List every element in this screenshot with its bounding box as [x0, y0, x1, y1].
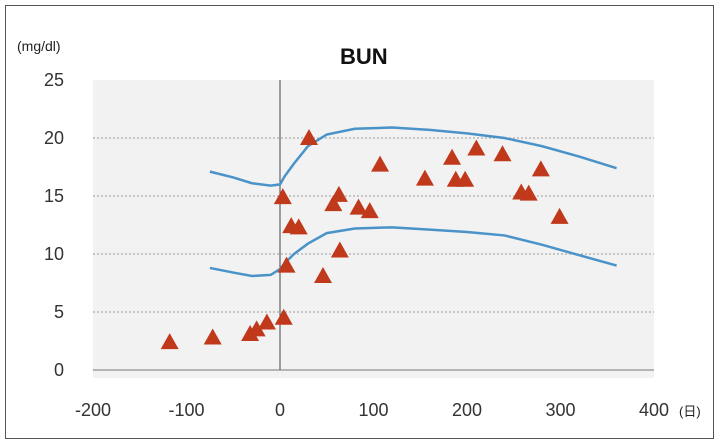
data-point-triangle	[467, 139, 486, 156]
y-axis-unit: (mg/dl)	[17, 38, 61, 54]
tick-labels: 0 5 10 15 20 25 -200 -100 0 100 200 300 400	[44, 70, 669, 420]
data-point-triangle	[203, 328, 222, 345]
lower-band-line	[209, 226, 617, 278]
chart-title: BUN	[340, 44, 388, 69]
data-point-triangle	[329, 185, 348, 202]
data-point-triangle	[550, 207, 569, 224]
x-tick-label: 300	[545, 400, 575, 420]
data-point-triangle	[277, 256, 296, 273]
y-tick-label: 0	[54, 360, 64, 380]
x-tick-label: 400	[639, 400, 669, 420]
data-point-triangle	[274, 308, 293, 325]
grid-lines	[93, 137, 654, 313]
data-point-triangle	[330, 241, 349, 258]
data-point-triangle	[531, 160, 550, 177]
y-tick-label: 25	[44, 70, 64, 90]
data-point-triangle	[299, 129, 318, 145]
data-point-triangle	[349, 198, 368, 215]
x-tick-label: 100	[358, 400, 388, 420]
data-point-triangle	[247, 320, 266, 337]
y-tick-label: 15	[44, 186, 64, 206]
data-point-triangle	[456, 170, 475, 187]
y-tick-label: 10	[44, 244, 64, 264]
data-point-triangle	[324, 195, 343, 212]
data-point-triangle	[493, 145, 512, 162]
data-point-triangle	[160, 333, 179, 350]
y-tick-label: 20	[44, 128, 64, 148]
data-point-triangle	[443, 148, 462, 165]
data-point-triangle	[415, 169, 434, 186]
data-point-triangle	[519, 184, 538, 201]
x-tick-label: -100	[168, 400, 204, 420]
y-tick-label: 5	[54, 302, 64, 322]
data-point-triangle	[273, 188, 292, 205]
data-points	[160, 129, 569, 350]
data-point-triangle	[289, 218, 308, 235]
data-point-triangle	[360, 202, 379, 219]
x-axis-unit: (日)	[679, 404, 701, 419]
x-tick-label: -200	[75, 400, 111, 420]
data-point-triangle	[371, 155, 390, 172]
data-point-triangle	[314, 267, 333, 284]
upper-band-line	[209, 126, 617, 187]
data-point-triangle	[257, 313, 276, 330]
reference-bands	[209, 126, 617, 278]
x-tick-label: 0	[275, 400, 285, 420]
x-tick-label: 200	[452, 400, 482, 420]
